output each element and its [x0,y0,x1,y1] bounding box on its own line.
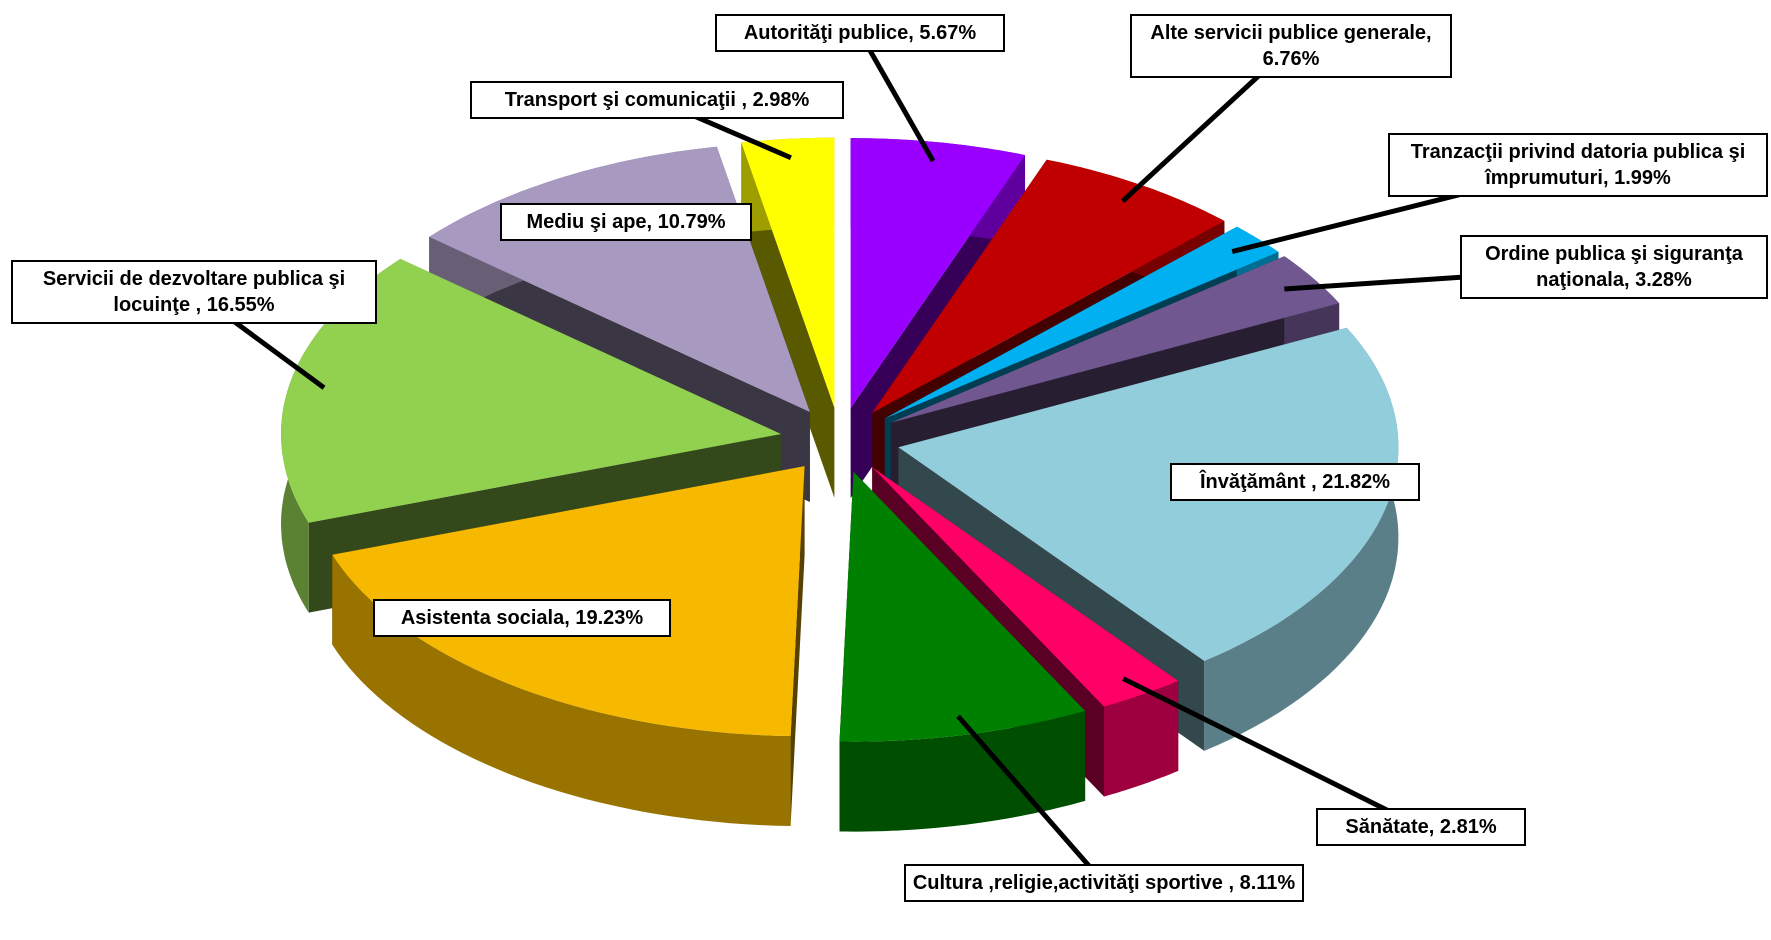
data-label: Învăţământ , 21.82% [1170,463,1420,501]
slice-top [281,258,782,523]
label-category: Mediu şi ape, [526,211,653,233]
slice-top [741,137,835,408]
data-label: Alte servicii publice generale, 6.76% [1130,14,1452,78]
label-value: 3.28% [1635,269,1692,291]
label-value: 10.79% [657,211,726,233]
label-category: Transport şi comunicaţii , [504,89,747,111]
data-label: Asistenta sociala, 19.23% [373,599,671,637]
data-label: Tranzacţii privind datoria publica şi îm… [1388,133,1768,197]
label-value: 2.98% [752,89,810,111]
slice-top [872,467,1179,707]
label-value: 5.67% [919,22,977,44]
label-value: 1.99% [1614,167,1671,189]
leader-line [956,714,1106,885]
label-category: Tranzacţii privind datoria publica şi îm… [1410,141,1746,189]
slice-top [850,138,1025,409]
slice-top [898,327,1399,661]
label-category: Asistenta sociala, [400,607,570,629]
label-category: Sănătate, [1345,816,1435,838]
slice-top [884,226,1279,419]
leader-line [1122,676,1423,830]
label-category: Cultura ,religie,activităţi sportive , [912,872,1235,894]
slice-top [872,159,1225,413]
label-value: 19.23% [575,607,644,629]
label-value: 2.81% [1439,816,1497,838]
data-label: Ordine publica şi siguranţa naţionala, 3… [1460,235,1768,299]
label-category: Învăţământ , [1199,471,1317,493]
slice-side [332,554,791,826]
data-label: Mediu şi ape, 10.79% [500,203,752,241]
label-value: 16.55% [206,294,275,316]
label-category: Alte servicii publice generale, [1150,22,1432,44]
slice-side [1204,327,1399,751]
slice-top [839,471,1086,742]
data-label: Sănătate, 2.81% [1316,808,1526,846]
slice-side [1104,680,1179,797]
data-label: Cultura ,religie,activităţi sportive , 8… [904,864,1304,902]
slice-wall [741,142,835,498]
slice-top [890,256,1340,423]
label-value: 8.11% [1239,872,1296,894]
data-label: Autorităţi publice, 5.67% [715,14,1005,52]
label-category: Autorităţi publice, [743,22,914,44]
data-label: Servicii de dezvoltare publica şi locuin… [11,260,377,324]
label-category: Servicii de dezvoltare publica şi locuin… [42,268,346,316]
slice [741,137,835,498]
slice-side [839,710,1086,832]
leader-line [857,31,936,163]
label-category: Ordine publica şi siguranţa naţionala, [1485,243,1743,291]
label-value: 21.82% [1322,471,1391,493]
slice [839,471,1086,832]
label-value: 6.76% [1262,48,1320,70]
data-label: Transport şi comunicaţii , 2.98% [470,81,844,119]
